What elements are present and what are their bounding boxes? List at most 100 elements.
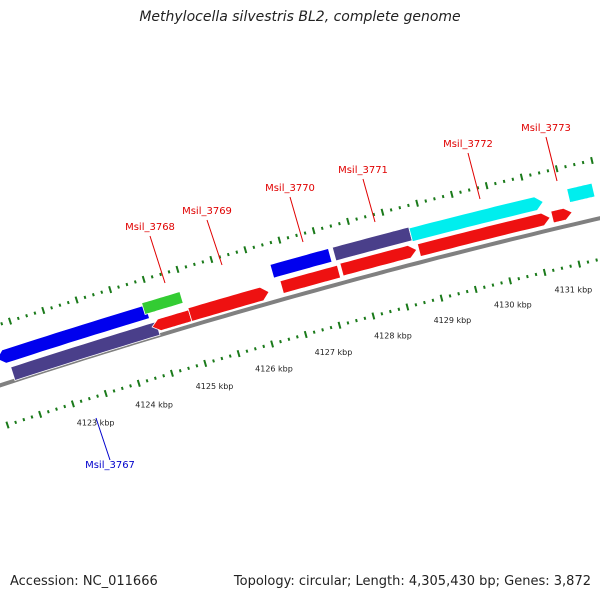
outer-minor-tick	[511, 177, 515, 181]
gene-3770-outer	[269, 248, 333, 279]
tick-label: 4123 kbp	[77, 419, 115, 428]
outer-minor-tick	[159, 272, 162, 277]
inner-minor-tick	[212, 359, 215, 363]
inner-minor-tick	[22, 417, 26, 422]
inner-minor-tick	[63, 404, 67, 409]
inner-major-tick	[70, 400, 75, 408]
inner-minor-tick	[129, 384, 132, 388]
tick-label: 4126 kbp	[255, 365, 293, 374]
outer-minor-tick	[572, 162, 576, 167]
tick-label: 4125 kbp	[196, 382, 234, 391]
gene-label: Msil_3773	[521, 123, 571, 134]
inner-major-tick	[508, 277, 512, 285]
gene-label: Msil_3768	[125, 222, 175, 233]
inner-minor-tick	[228, 354, 232, 358]
label-leaders	[95, 136, 558, 461]
inner-minor-tick	[389, 309, 392, 314]
outer-minor-tick	[441, 194, 445, 199]
gene-labels: Msil_3767 Msil_3768 Msil_3769 Msil_3770 Msil…	[85, 123, 571, 471]
inner-major-tick	[103, 389, 108, 398]
gene-3772-outer	[408, 196, 544, 243]
inner-minor-tick	[96, 394, 99, 398]
inner-major-tick	[270, 340, 275, 348]
leader-line	[95, 417, 111, 461]
inner-minor-tick	[87, 396, 91, 401]
inner-minor-tick	[262, 344, 266, 349]
outer-major-tick	[277, 236, 282, 244]
inner-major-tick	[473, 285, 478, 294]
outer-minor-tick	[235, 250, 239, 254]
outer-minor-tick	[581, 160, 585, 165]
outer-minor-tick	[260, 243, 264, 247]
outer-minor-tick	[398, 206, 402, 210]
outer-minor-tick	[372, 212, 376, 217]
gene-label: Msil_3769	[182, 206, 232, 217]
inner-minor-tick	[178, 369, 182, 373]
inner-minor-tick	[346, 321, 350, 325]
inner-minor-tick	[195, 364, 199, 368]
leader-line	[289, 196, 304, 243]
outer-minor-tick	[459, 190, 462, 194]
inner-major-tick	[203, 359, 208, 368]
inner-minor-tick	[287, 337, 291, 341]
outer-minor-tick	[58, 303, 62, 307]
outer-minor-tick	[133, 280, 137, 284]
inner-major-tick	[542, 268, 547, 277]
inner-minor-tick	[30, 415, 34, 419]
inner-minor-tick	[483, 285, 486, 289]
inner-minor-tick	[380, 312, 384, 316]
outer-minor-tick	[338, 221, 341, 226]
inner-minor-tick	[55, 407, 58, 411]
inner-major-tick	[439, 294, 444, 302]
outer-major-tick	[141, 275, 146, 284]
inner-major-tick	[337, 321, 342, 329]
outer-minor-tick	[150, 275, 154, 279]
inner-major-tick	[371, 312, 376, 320]
inner-minor-tick	[46, 409, 50, 414]
inner-minor-tick	[79, 399, 83, 403]
outer-minor-tick	[494, 181, 497, 186]
outer-minor-tick	[564, 164, 567, 169]
inner-minor-tick	[363, 316, 367, 321]
outer-major-tick	[74, 296, 79, 304]
outer-minor-tick	[83, 295, 87, 300]
inner-minor-tick	[595, 258, 598, 262]
gene-3773-outer	[566, 182, 596, 204]
leader-line	[206, 219, 223, 266]
inner-minor-tick	[397, 307, 401, 311]
inner-minor-tick	[500, 281, 503, 285]
gene-3768-outer	[141, 291, 184, 315]
tick-label: 4130 kbp	[494, 301, 532, 310]
inner-minor-tick	[153, 376, 157, 381]
topology-label: Topology: circular; Length: 4,305,430 bp…	[233, 574, 591, 589]
inner-minor-tick	[465, 289, 469, 294]
outer-minor-tick	[125, 282, 129, 287]
inner-major-tick	[38, 410, 43, 418]
tick-label: 4129 kbp	[434, 316, 472, 325]
inner-minor-tick	[517, 277, 521, 281]
inner-major-tick	[5, 421, 10, 429]
outer-minor-tick	[433, 197, 436, 201]
inner-minor-tick	[312, 330, 316, 334]
outer-minor-tick	[320, 226, 324, 231]
outer-major-tick	[484, 182, 489, 190]
inner-minor-tick	[253, 347, 257, 351]
inner-minor-tick	[120, 386, 124, 391]
outer-minor-tick	[100, 290, 104, 294]
inner-minor-tick	[569, 264, 572, 268]
inner-minor-tick	[423, 300, 426, 305]
tick-labels: 4123 kbp 4124 kbp 4125 kbp 4126 kbp 4127 kbp…	[77, 286, 592, 428]
inner-minor-tick	[187, 366, 190, 371]
inner-minor-tick	[491, 283, 495, 287]
outer-minor-tick	[389, 208, 393, 212]
tick-label: 4124 kbp	[135, 400, 173, 409]
outer-major-tick	[209, 255, 214, 264]
outer-major-tick	[380, 208, 385, 216]
outer-major-tick	[346, 217, 350, 226]
inner-minor-tick	[431, 298, 435, 303]
outer-minor-tick	[355, 217, 358, 221]
outer-minor-tick	[546, 169, 550, 173]
tick-label: 4128 kbp	[374, 332, 412, 341]
inner-minor-tick	[534, 272, 538, 277]
outer-major-tick	[243, 246, 248, 254]
